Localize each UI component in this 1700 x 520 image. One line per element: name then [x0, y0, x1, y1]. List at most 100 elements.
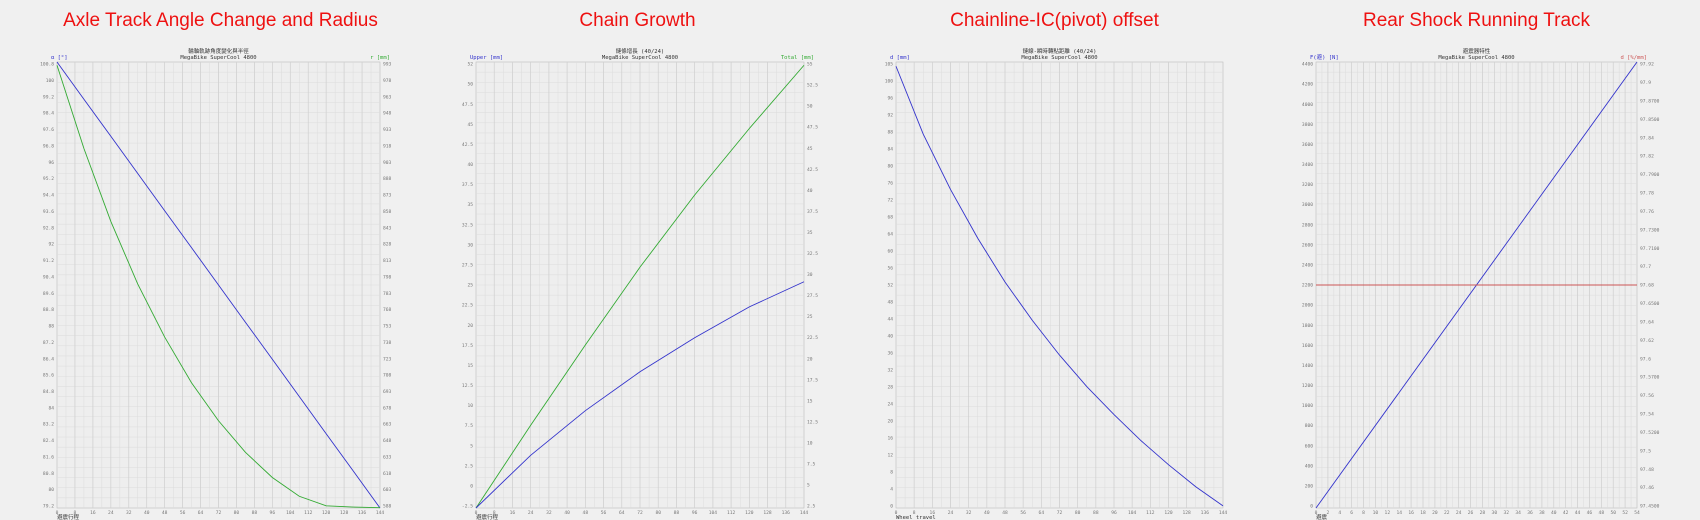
y-right-tick-label: 97.8700	[1640, 98, 1660, 104]
y-left-tick-label: 92	[887, 113, 893, 119]
x-tick-label: 40	[1551, 510, 1557, 516]
y-right-tick-label: 17.5	[807, 377, 818, 383]
y-left-tick-label: 32.5	[462, 222, 473, 228]
x-tick-label: 34	[1515, 510, 1521, 516]
y-left-tick-label: 81.6	[43, 454, 54, 460]
chart-0: 0 8 16 24 32 40 48 56 64 72 80 88 96 104 112 120 128 136 1…	[40, 47, 391, 520]
chart-3: 0 2 4 6 8 10 12 14 16 18 20 22 24 26 28 30 32 34 36 38 40 42 4…	[1302, 47, 1660, 520]
y-left-tick-label: 5	[470, 443, 473, 449]
y-left-tick-label: 48	[887, 300, 893, 306]
y-left-tick-label: 90.4	[43, 274, 54, 280]
y-right-tick-label: 25	[807, 314, 813, 320]
x-tick-label: 10	[1373, 510, 1379, 516]
y-right-tick-label: 97.5	[1640, 448, 1651, 454]
y-left-tick-label: 84	[887, 147, 893, 153]
y-left-tick-label: 4400	[1302, 62, 1313, 68]
x-tick-label: 96	[1111, 510, 1117, 516]
y-right-tick-label: 97.4500	[1640, 504, 1660, 510]
x-tick-label: 144	[800, 510, 809, 516]
y-left-tick-label: 80.8	[43, 471, 54, 477]
y-left-tick-label: 92.8	[43, 225, 54, 231]
x-tick-label: 64	[619, 510, 625, 516]
x-tick-label: 128	[763, 510, 772, 516]
y-left-tick-label: 0	[1310, 504, 1313, 510]
y-right-tick-label: 97.78	[1640, 191, 1654, 197]
panel-title-chainline-offset: Chainline-IC(pivot) offset	[950, 10, 1159, 31]
y-left-tick-label: 80	[887, 164, 893, 170]
x-tick-label: 16	[510, 510, 516, 516]
y-right-tick-label: 97.7100	[1640, 246, 1660, 252]
y-left-tick-label: 22.5	[462, 303, 473, 309]
y-left-tick-label: 86.4	[43, 356, 54, 362]
y-right-axis-label: Total [mm]	[781, 55, 814, 61]
y-right-tick-label: 97.8500	[1640, 117, 1660, 123]
y-left-tick-label: 15	[467, 363, 473, 369]
y-left-tick-label: 16	[887, 436, 893, 442]
y-left-tick-label: 800	[1305, 423, 1314, 429]
x-tick-label: 8	[74, 510, 77, 516]
y-right-tick-label: 97.6500	[1640, 301, 1660, 307]
x-tick-label: 48	[1002, 510, 1008, 516]
x-tick-label: 26	[1468, 510, 1474, 516]
y-right-tick-label: 97.82	[1640, 154, 1654, 160]
y-right-tick-label: 873	[383, 193, 392, 199]
y-left-tick-label: 3600	[1302, 142, 1313, 148]
x-tick-label: 96	[270, 510, 276, 516]
y-left-tick-label: 17.5	[462, 343, 473, 349]
chart-title: 鏈線-瞬時轉點距離 (40/24)	[1023, 47, 1097, 55]
series-line-1	[475, 281, 805, 509]
x-tick-label: 50	[1610, 510, 1616, 516]
y-right-tick-label: 648	[383, 438, 392, 444]
y-left-tick-label: 20	[887, 419, 893, 425]
y-left-tick-label: 24	[887, 402, 893, 408]
y-left-axis-label: d [mm]	[890, 55, 910, 61]
y-left-tick-label: 36	[887, 351, 893, 357]
y-left-tick-label: 1800	[1302, 323, 1313, 329]
x-tick-label: 20	[1432, 510, 1438, 516]
x-tick-label: 80	[234, 510, 240, 516]
y-right-tick-label: 97.5200	[1640, 430, 1660, 436]
y-right-tick-label: 10	[807, 440, 813, 446]
y-right-tick-label: 97.9	[1640, 80, 1651, 86]
y-right-tick-label: 97.84	[1640, 135, 1654, 141]
series-line-0	[895, 66, 1224, 507]
chart-title: 輪軸軌跡角度變化與半徑	[188, 47, 249, 55]
y-left-tick-label: 96	[887, 96, 893, 102]
y-left-tick-label: 52	[467, 62, 473, 68]
y-left-tick-label: 40	[467, 162, 473, 168]
y-left-tick-label: 2800	[1302, 222, 1313, 228]
panel-title-rear-shock: Rear Shock Running Track	[1362, 10, 1591, 31]
y-left-axis-label: Upper [mm]	[470, 55, 503, 61]
y-left-tick-label: 10	[467, 403, 473, 409]
x-tick-label: 32	[1503, 510, 1509, 516]
x-tick-label: 8	[493, 510, 496, 516]
y-left-tick-label: 89.6	[43, 291, 54, 297]
y-left-tick-label: 100	[46, 78, 55, 84]
y-left-tick-label: 87.2	[43, 340, 54, 346]
x-tick-label: 136	[1201, 510, 1210, 516]
x-tick-label: 36	[1527, 510, 1533, 516]
x-tick-label: 40	[564, 510, 570, 516]
x-tick-label: 24	[108, 510, 114, 516]
x-tick-label: 0	[56, 510, 59, 516]
chart-subtitle: MegaBike SuperCool 4800	[1438, 55, 1514, 61]
y-left-tick-label: 2.5	[465, 463, 474, 469]
x-tick-label: 30	[1492, 510, 1498, 516]
chart-subtitle: MegaBike SuperCool 4800	[602, 55, 678, 61]
y-left-axis-label: α [°]	[51, 55, 68, 61]
y-right-tick-label: 15	[807, 398, 813, 404]
y-right-tick-label: 783	[383, 291, 392, 297]
y-right-tick-label: 663	[383, 422, 392, 428]
y-left-tick-label: 7.5	[465, 423, 474, 429]
y-right-tick-label: 813	[383, 258, 392, 264]
x-tick-label: 44	[1575, 510, 1581, 516]
x-tick-label: 8	[1362, 510, 1365, 516]
chart-title: 鏈條增長 (40/24)	[616, 47, 665, 55]
x-tick-label: 32	[546, 510, 552, 516]
x-tick-label: 0	[1315, 510, 1318, 516]
y-left-tick-label: 83.2	[43, 422, 54, 428]
x-tick-label: 56	[601, 510, 607, 516]
y-right-tick-label: 20	[807, 356, 813, 362]
y-right-tick-label: 5	[807, 483, 810, 489]
y-right-tick-label: 97.7300	[1640, 227, 1660, 233]
